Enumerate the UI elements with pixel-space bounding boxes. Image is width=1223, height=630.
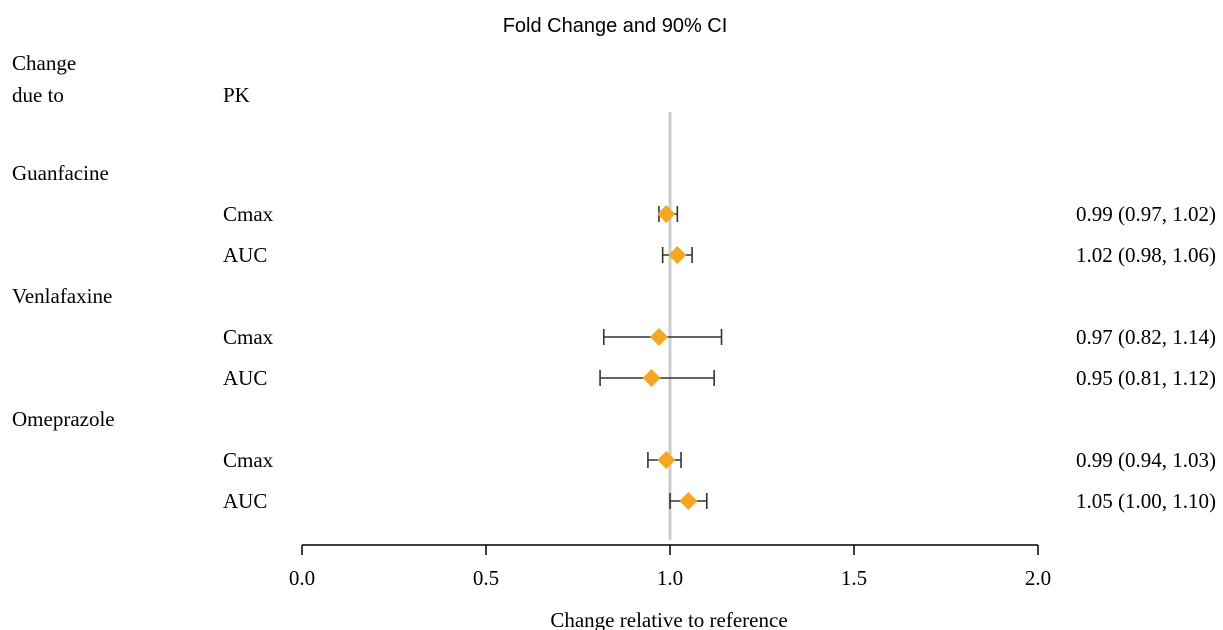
group-column-header: Change due to — [12, 51, 81, 107]
estimate-ci-label: 1.05 (1.00, 1.10) — [1076, 489, 1216, 513]
estimate-marker — [679, 492, 698, 510]
parameter-label: AUC — [223, 366, 267, 390]
estimate-marker — [668, 246, 687, 264]
estimate-marker — [657, 451, 676, 469]
estimate-ci-label: 0.97 (0.82, 1.14) — [1076, 325, 1216, 349]
estimate-marker — [649, 328, 668, 346]
group-label: Guanfacine — [12, 161, 109, 185]
x-tick-label: 0.0 — [289, 566, 315, 590]
x-tick-label: 1.5 — [841, 566, 867, 590]
plot-area: Guanfacine Cmax 0.99 (0.97, 1.02) AUC 1.02 (… — [12, 112, 1216, 590]
estimate-ci-label: 0.99 (0.97, 1.02) — [1076, 202, 1216, 226]
x-tick-label: 0.5 — [473, 566, 499, 590]
x-tick-label: 2.0 — [1025, 566, 1051, 590]
parameter-column-header: PK — [223, 83, 250, 107]
parameter-label: Cmax — [223, 448, 274, 472]
group-column-header-line-2: due to — [12, 83, 64, 107]
estimate-ci-label: 0.95 (0.81, 1.12) — [1076, 366, 1216, 390]
estimate-marker — [642, 369, 661, 387]
group-label: Venlafaxine — [12, 284, 112, 308]
estimate-ci-label: 1.02 (0.98, 1.06) — [1076, 243, 1216, 267]
chart-title: Fold Change and 90% CI — [503, 15, 728, 37]
group-column-header-line-1: Change — [12, 51, 76, 75]
parameter-label: AUC — [223, 489, 267, 513]
x-axis-label: Change relative to reference — [550, 608, 787, 630]
x-tick-label: 1.0 — [657, 566, 683, 590]
estimate-marker — [657, 205, 676, 223]
parameter-label: AUC — [223, 243, 267, 267]
parameter-label: Cmax — [223, 325, 274, 349]
group-label: Omeprazole — [12, 407, 115, 431]
estimate-ci-label: 0.99 (0.94, 1.03) — [1076, 448, 1216, 472]
parameter-label: Cmax — [223, 202, 274, 226]
